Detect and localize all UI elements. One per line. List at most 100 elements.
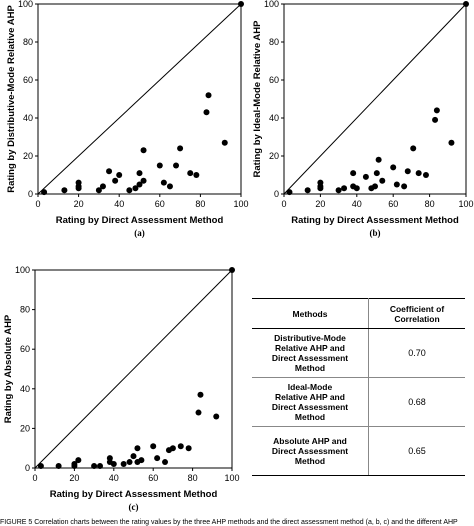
x-tick-label: 60 <box>155 199 165 209</box>
reference-line <box>37 3 242 195</box>
x-tick-label: 80 <box>425 199 435 209</box>
data-point <box>97 463 104 470</box>
y-tick-label: 0 <box>274 189 279 199</box>
y-tick-label: 80 <box>20 305 30 315</box>
figure-caption: FIGURE 5 Correlation charts between the … <box>0 519 458 526</box>
data-point <box>415 170 422 177</box>
data-point <box>410 145 417 152</box>
data-point <box>136 170 143 177</box>
data-point <box>150 443 157 450</box>
table-row: Distributive-Mode Relative AHP and Direc… <box>252 328 465 378</box>
data-point <box>162 459 169 466</box>
plot-frame <box>283 3 467 195</box>
data-point <box>154 455 161 462</box>
y-tick-label: 0 <box>25 463 30 473</box>
method-line: Direct Assessment <box>271 402 349 412</box>
header-methods: Methods <box>252 298 369 329</box>
data-point <box>140 147 147 154</box>
data-point <box>213 413 220 420</box>
data-point <box>195 409 202 416</box>
data-point <box>132 185 139 192</box>
x-tick-label: 20 <box>315 199 325 209</box>
data-point <box>350 170 357 177</box>
data-point <box>390 164 397 171</box>
data-point <box>362 173 369 180</box>
method-line: Relative AHP and <box>275 392 345 402</box>
method-line: Distributive-Mode <box>274 333 346 343</box>
x-axis-label: Rating by Direct Assessment Method <box>291 215 459 226</box>
method-line: Direct Assessment <box>271 446 349 456</box>
data-point <box>335 187 342 194</box>
data-point <box>177 443 184 450</box>
x-tick-label: 0 <box>281 199 286 209</box>
y-tick-label: 80 <box>269 37 279 47</box>
plot-frame <box>34 269 233 469</box>
data-point <box>193 172 200 178</box>
data-point <box>401 183 408 190</box>
x-tick-label: 100 <box>224 473 239 483</box>
coefficient-cell: 0.70 <box>368 328 465 378</box>
x-tick-label: 80 <box>195 199 205 209</box>
method-line: Method <box>294 363 326 373</box>
data-point <box>229 267 235 273</box>
x-axis-label: Rating by Direct Assessment Method <box>50 489 218 500</box>
y-tick-label: 60 <box>20 344 30 354</box>
y-axis-label: Rating by Ideal-Mode Relative AHP <box>252 20 263 178</box>
y-tick-label: 60 <box>269 75 279 85</box>
data-point <box>177 145 184 152</box>
data-point <box>379 177 386 184</box>
reference-line <box>283 3 467 195</box>
method-cell: Absolute AHP and Direct Assessment Metho… <box>252 426 369 476</box>
y-tick-label: 20 <box>269 151 279 161</box>
x-tick-label: 40 <box>352 199 362 209</box>
method-cell: Ideal-Mode Relative AHP and Direct Asses… <box>252 377 369 427</box>
data-point <box>134 445 141 452</box>
data-point <box>106 168 113 175</box>
scatter-panel: 0 20 40 60 80 100 0 20 40 60 80 100 Rating by Direct… <box>252 0 474 238</box>
data-point <box>75 457 82 464</box>
table-row: Ideal-Mode Relative AHP and Direct Asses… <box>252 377 465 427</box>
x-tick-label: 60 <box>388 199 398 209</box>
data-point <box>197 391 204 398</box>
data-point <box>372 183 378 190</box>
x-tick-label: 40 <box>114 199 124 209</box>
x-tick-label: 60 <box>148 473 158 483</box>
table-row: Absolute AHP and Direct Assessment Metho… <box>252 426 465 476</box>
data-point <box>375 156 382 163</box>
y-tick-label: 100 <box>18 0 33 9</box>
data-point <box>126 187 133 194</box>
data-point <box>138 457 145 464</box>
data-point <box>203 109 210 116</box>
y-axis-label: Rating by Absolute AHP <box>3 314 14 423</box>
data-point <box>205 92 212 99</box>
data-point <box>317 179 324 186</box>
data-point <box>120 461 127 468</box>
header-coefficient-line2: Correlation <box>394 313 440 324</box>
reference-line <box>34 269 233 469</box>
x-axis-label: Rating by Direct Assessment Method <box>56 215 224 226</box>
header-coefficient-line1: Coefficient of <box>389 303 445 314</box>
y-axis-label: Rating by Distributive-Mode Relative AHP <box>6 5 17 193</box>
x-tick-label: 0 <box>32 473 37 483</box>
scatter-panel: 0 20 40 60 80 100 0 20 40 60 80 100 Rating by Direct… <box>3 265 240 512</box>
data-point <box>75 179 82 186</box>
data-point <box>448 139 455 146</box>
data-point <box>463 1 469 7</box>
data-point <box>126 459 133 466</box>
panel-label: (b) <box>370 228 381 238</box>
method-line: Direct Assessment <box>271 353 349 363</box>
x-tick-label: 100 <box>233 199 248 209</box>
y-tick-label: 40 <box>269 113 279 123</box>
x-tick-label: 40 <box>109 473 119 483</box>
data-point <box>173 162 180 169</box>
data-point <box>187 170 194 177</box>
data-point <box>304 187 311 194</box>
method-cell: Distributive-Mode Relative AHP and Direc… <box>252 328 369 378</box>
x-tick-label: 20 <box>74 199 84 209</box>
data-point <box>221 139 228 146</box>
data-point <box>37 463 44 470</box>
data-point <box>341 185 348 192</box>
x-tick-label: 100 <box>458 199 473 209</box>
y-tick-label: 40 <box>20 384 30 394</box>
